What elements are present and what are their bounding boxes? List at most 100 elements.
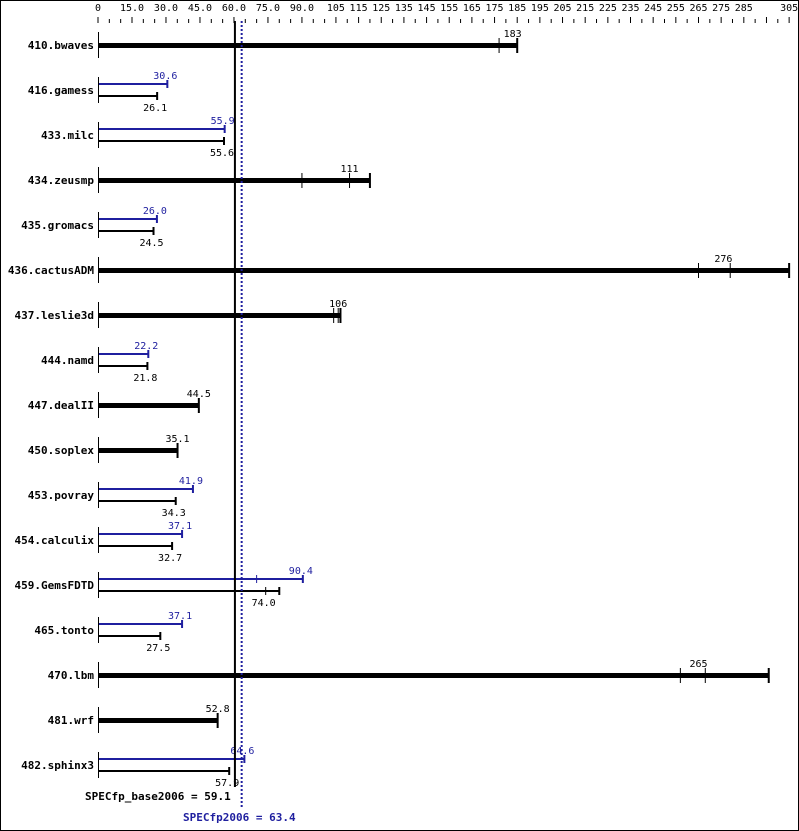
x-tick-label: 105: [327, 3, 345, 14]
peak-bar: [99, 623, 183, 625]
base-value-label: 32.7: [158, 553, 182, 564]
peak-value-label: 37.1: [168, 611, 192, 622]
peak-value-label: 64.6: [230, 746, 254, 757]
bar-row-416-gamess: 416.gamess 30.6 26.1: [28, 71, 178, 114]
base-value-label: 74.0: [252, 598, 276, 609]
summary-peak-label: SPECfp2006 = 63.4: [183, 811, 296, 824]
base-bar: [99, 635, 161, 637]
x-tick-label: 145: [418, 3, 436, 14]
base-bar: [99, 140, 224, 142]
peak-value-label: 30.6: [153, 71, 177, 82]
peak-bar: [99, 353, 149, 355]
x-tick-label: 225: [599, 3, 617, 14]
benchmark-label: 435.gromacs: [21, 219, 94, 232]
x-tick-label: 215: [576, 3, 594, 14]
x-tick-label: 0: [95, 3, 101, 14]
benchmark-label: 410.bwaves: [28, 39, 94, 52]
benchmark-label: 453.povray: [28, 489, 95, 502]
base-bar: [99, 268, 790, 273]
bar-row-454-calculix: 454.calculix 37.1 32.7: [15, 521, 193, 564]
benchmark-label: 470.lbm: [48, 669, 95, 682]
x-tick-label: 255: [667, 3, 685, 14]
benchmark-label: 437.leslie3d: [15, 309, 94, 322]
bar-row-447-dealII: 447.dealII 44.5: [28, 389, 211, 418]
peak-bar: [99, 218, 157, 220]
base-bar: [99, 718, 218, 723]
x-tick-label: 90.0: [290, 3, 314, 14]
x-tick-label: 30.0: [154, 3, 178, 14]
bar-row-444-namd: 444.namd 22.2 21.8: [41, 341, 158, 384]
x-axis: 0 15.0 30.0 45.0 60.0 75.0 90.0 105 115 125 135 145…: [95, 3, 798, 23]
bar-row-437-leslie3d: 437.leslie3d 106: [15, 299, 347, 328]
peak-value-label: 26.0: [143, 206, 167, 217]
bar-row-482-sphinx3: 482.sphinx3 64.6 57.9: [21, 746, 254, 789]
bar-row-450-soplex: 450.soplex 35.1: [28, 434, 190, 463]
x-tick-label: 275: [712, 3, 730, 14]
base-bar: [99, 365, 148, 367]
base-value-label: 111: [340, 164, 358, 175]
base-value-label: 52.8: [206, 704, 230, 715]
x-tick-label: 305: [780, 3, 798, 14]
base-value-label: 35.1: [165, 434, 189, 445]
bar-row-481-wrf: 481.wrf 52.8: [48, 704, 230, 733]
peak-value-label: 37.1: [168, 521, 192, 532]
x-tick-label: 125: [372, 3, 390, 14]
x-tick-label: 155: [440, 3, 458, 14]
base-value-label: 34.3: [162, 508, 186, 519]
bar-row-459-GemsFDTD: 459.GemsFDTD 90.4 74.0: [15, 566, 313, 609]
base-bar: [99, 313, 341, 318]
base-value-label: 44.5: [187, 389, 211, 400]
base-bar: [99, 403, 199, 408]
base-value-label: 106: [329, 299, 347, 310]
x-tick-label: 245: [644, 3, 662, 14]
bar-row-470-lbm: 470.lbm 265: [48, 659, 770, 688]
x-tick-label: 15.0: [120, 3, 144, 14]
bar-row-453-povray: 453.povray 41.9 34.3: [28, 476, 203, 519]
benchmark-label: 444.namd: [41, 354, 94, 367]
peak-value-label: 41.9: [179, 476, 203, 487]
base-bar: [99, 590, 280, 592]
bar-row-410-bwaves: 410.bwaves 183: [28, 29, 522, 58]
bar-row-436-cactusADM: 436.cactusADM 276: [8, 254, 791, 283]
bar-row-434-zeusmp: 434.zeusmp 111: [28, 164, 371, 193]
base-value-label: 24.5: [139, 238, 163, 249]
bars-group: 410.bwaves 183 416.gamess 30.6 26.1 433.milc 5…: [8, 29, 791, 789]
benchmark-label: 434.zeusmp: [28, 174, 95, 187]
peak-bar: [99, 758, 245, 760]
benchmark-label: 436.cactusADM: [8, 264, 94, 277]
x-tick-label: 165: [463, 3, 481, 14]
peak-bar: [99, 488, 193, 490]
x-tick-label: 285: [735, 3, 753, 14]
bar-row-433-milc: 433.milc 55.9 55.6: [41, 116, 235, 159]
base-bar: [99, 770, 230, 772]
x-tick-label: 175: [486, 3, 504, 14]
base-value-label: 57.9: [215, 778, 239, 789]
benchmark-label: 482.sphinx3: [21, 759, 94, 772]
base-bar: [99, 95, 158, 97]
benchmark-label: 450.soplex: [28, 444, 95, 457]
reference-lines: [233, 21, 243, 809]
benchmark-label: 481.wrf: [48, 714, 94, 727]
peak-value-label: 90.4: [289, 566, 313, 577]
peak-value-label: 22.2: [134, 341, 158, 352]
x-tick-label: 265: [689, 3, 707, 14]
x-tick-label: 115: [350, 3, 368, 14]
base-bar: [99, 448, 178, 453]
benchmark-label: 459.GemsFDTD: [15, 579, 95, 592]
x-tick-label: 185: [508, 3, 526, 14]
x-tick-label: 135: [395, 3, 413, 14]
peak-bar: [99, 533, 183, 535]
base-value-label: 26.1: [143, 103, 167, 114]
base-value-label: 55.6: [210, 148, 234, 159]
peak-bar: [99, 578, 303, 580]
x-tick-label: 235: [621, 3, 639, 14]
peak-value-label: 55.9: [211, 116, 235, 127]
base-bar: [99, 673, 769, 678]
base-bar: [99, 500, 176, 502]
base-value-label: 265: [689, 659, 707, 670]
benchmark-label: 433.milc: [41, 129, 94, 142]
peak-bar: [99, 128, 225, 130]
benchmark-label: 454.calculix: [15, 534, 95, 547]
